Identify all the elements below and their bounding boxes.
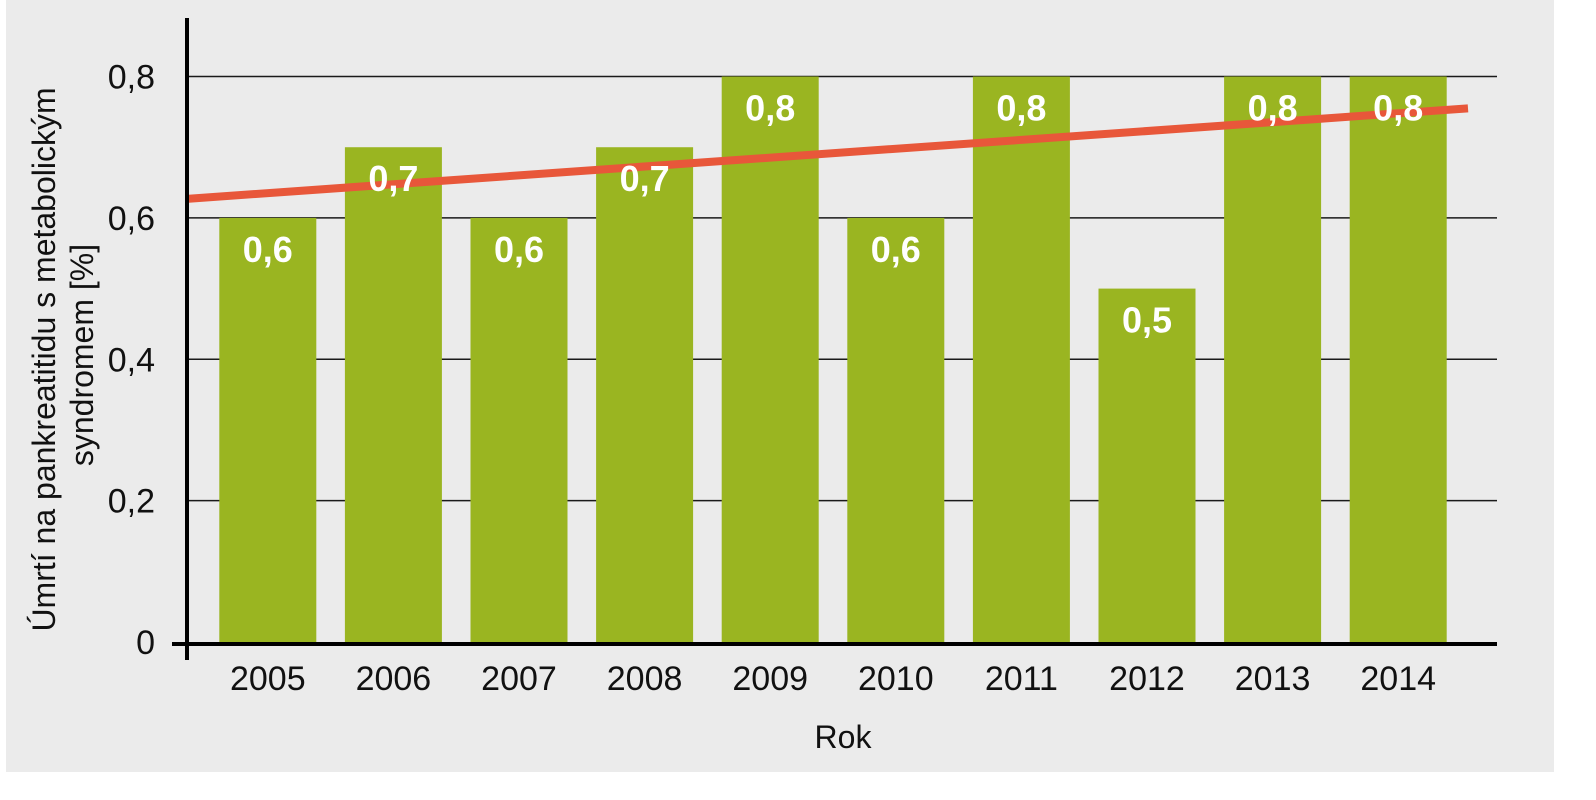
bar	[1224, 76, 1322, 642]
bar-value-label: 0,7	[620, 158, 670, 199]
y-tick-label: 0,4	[108, 341, 155, 379]
bar	[721, 76, 819, 642]
tick-labels: 0 0,2 0,4 0,6 0,8 2005 2006 2007 2008 2009 2010 201…	[108, 59, 1436, 698]
y-tick-label: 0,8	[108, 59, 155, 97]
bar-value-label: 0,8	[1248, 88, 1298, 129]
bar-value-label: 0,6	[494, 229, 544, 270]
bar	[1349, 76, 1447, 642]
trendline-layer	[186, 104, 1469, 203]
bar	[344, 147, 442, 642]
y-axis-title-line1: Úmrtí na pankreatitidu s metabolickým	[26, 87, 62, 631]
bar-value-label: 0,8	[996, 88, 1046, 129]
x-tick-label: 2007	[481, 660, 557, 698]
x-tick-label: 2010	[858, 660, 934, 698]
bar-value-label: 0,8	[1373, 88, 1423, 129]
bar-value-label: 0,6	[243, 229, 293, 270]
x-tick-label: 2013	[1235, 660, 1311, 698]
x-tick-label: 2005	[230, 660, 306, 698]
x-tick-label: 2014	[1360, 660, 1436, 698]
axes	[172, 18, 1497, 660]
x-tick-label: 2009	[732, 660, 808, 698]
bar-value-label: 0,8	[745, 88, 795, 129]
x-tick-label: 2006	[356, 660, 432, 698]
bar	[972, 76, 1070, 642]
bar-value-labels: 0,6 0,7 0,6 0,7 0,8 0,6 0,8 0,5 0,8 0,8	[243, 88, 1423, 341]
y-tick-label: 0,6	[108, 200, 155, 238]
bar	[470, 217, 568, 642]
y-axis-title: Úmrtí na pankreatitidu s metabolickým sy…	[26, 78, 100, 631]
bar	[847, 217, 945, 642]
bar-value-label: 0,6	[871, 229, 921, 270]
bar-value-label: 0,5	[1122, 300, 1172, 341]
x-tick-label: 2008	[607, 660, 683, 698]
x-tick-label: 2012	[1109, 660, 1185, 698]
bars	[219, 76, 1447, 642]
trendline	[186, 104, 1469, 203]
bar-value-label: 0,7	[368, 158, 418, 199]
y-tick-label: 0	[136, 624, 155, 662]
bar	[1098, 288, 1196, 642]
bar	[219, 217, 317, 642]
x-axis-title: Rok	[815, 719, 873, 755]
bar	[596, 147, 694, 642]
y-tick-label: 0,2	[108, 483, 155, 521]
y-axis-title-line2: syndromem [%]	[64, 244, 100, 466]
x-tick-label: 2011	[985, 660, 1058, 698]
